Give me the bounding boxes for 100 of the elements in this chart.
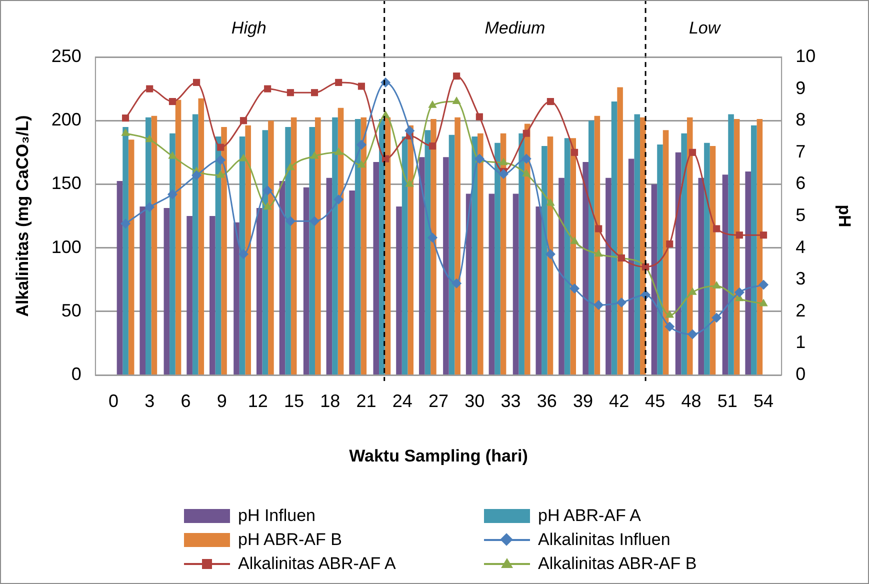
bar <box>285 126 291 375</box>
bar <box>402 136 408 375</box>
point <box>688 287 697 295</box>
text: Low <box>688 18 722 38</box>
y-tick-label: 150 <box>51 173 82 194</box>
bar <box>454 117 460 375</box>
bar <box>634 114 640 375</box>
point <box>759 298 768 306</box>
point <box>217 144 224 151</box>
x-tick-label: 54 <box>754 390 774 411</box>
point <box>239 154 248 162</box>
bar <box>192 114 198 375</box>
legend-label: Alkalinitas ABR-AF A <box>238 554 396 574</box>
bar <box>170 133 176 375</box>
y-tick-label: 0 <box>71 364 82 384</box>
point <box>334 194 344 204</box>
legend-label: Alkalinitas ABR-AF B <box>538 554 697 574</box>
bar <box>478 133 484 375</box>
bar <box>512 194 519 375</box>
y2-tick-label: 3 <box>796 268 806 289</box>
point <box>688 148 696 156</box>
y2-tick-label: 10 <box>796 46 816 66</box>
bar <box>734 119 740 375</box>
x-tick-label: 12 <box>248 390 268 411</box>
bar <box>558 178 564 375</box>
y2-tick-label: 6 <box>796 173 806 194</box>
bar <box>704 142 710 375</box>
point <box>334 147 343 155</box>
point <box>404 126 415 136</box>
point <box>688 329 698 340</box>
point <box>216 170 225 178</box>
x-tick-label: 36 <box>536 390 557 411</box>
point <box>452 278 462 288</box>
bar <box>628 158 634 375</box>
bar <box>290 117 297 375</box>
point <box>476 113 483 120</box>
point <box>594 300 604 310</box>
bar <box>198 98 204 375</box>
point <box>357 160 366 168</box>
y2-tick-label: 9 <box>796 78 806 98</box>
point <box>238 249 248 260</box>
point <box>570 236 579 244</box>
bar <box>128 140 134 375</box>
point <box>240 117 248 124</box>
bar <box>354 119 361 375</box>
bar <box>472 136 478 375</box>
legend-label: pH ABR-AF A <box>538 506 641 526</box>
x-tick-label: 45 <box>645 390 666 411</box>
x-tick-label: 18 <box>320 390 340 411</box>
bar <box>210 216 216 375</box>
point <box>758 280 769 290</box>
bar <box>303 187 310 375</box>
point <box>286 162 295 170</box>
point <box>356 140 366 150</box>
bar <box>681 133 687 375</box>
point <box>310 89 318 96</box>
point <box>522 130 530 137</box>
legend-label: Alkalinitas Influen <box>538 530 670 550</box>
point <box>167 189 178 200</box>
y-tick-label: 250 <box>51 46 82 66</box>
bar <box>408 125 414 375</box>
point <box>285 216 296 226</box>
x-tick-label: 21 <box>356 390 376 411</box>
point <box>595 225 602 232</box>
point <box>428 142 436 150</box>
point <box>193 78 200 86</box>
bar <box>448 134 455 375</box>
point <box>121 128 130 136</box>
bar <box>542 146 548 375</box>
point <box>145 134 154 142</box>
x-tick-label: 51 <box>717 390 738 411</box>
bar <box>256 208 262 375</box>
y2-tick-label: 8 <box>796 110 806 130</box>
point <box>664 322 675 332</box>
bar <box>651 184 658 375</box>
bar <box>315 117 321 375</box>
bar <box>536 206 542 375</box>
point <box>120 218 131 229</box>
bar <box>164 208 170 375</box>
point <box>570 284 580 294</box>
y2-tick-label: 7 <box>796 141 806 162</box>
bar <box>146 117 152 375</box>
point <box>405 179 414 187</box>
bar <box>430 119 436 375</box>
bar <box>564 138 570 375</box>
point <box>499 158 508 166</box>
point <box>358 82 365 90</box>
bar <box>384 117 391 375</box>
bar <box>722 174 728 375</box>
point <box>712 280 721 288</box>
point <box>712 312 722 323</box>
y2-tick-label: 4 <box>796 236 806 257</box>
bar <box>221 126 227 375</box>
bar <box>418 157 425 375</box>
bar <box>745 171 751 375</box>
bar <box>262 130 268 375</box>
bar <box>245 125 251 375</box>
bar <box>750 125 757 375</box>
point <box>264 85 272 92</box>
bar <box>588 120 594 375</box>
